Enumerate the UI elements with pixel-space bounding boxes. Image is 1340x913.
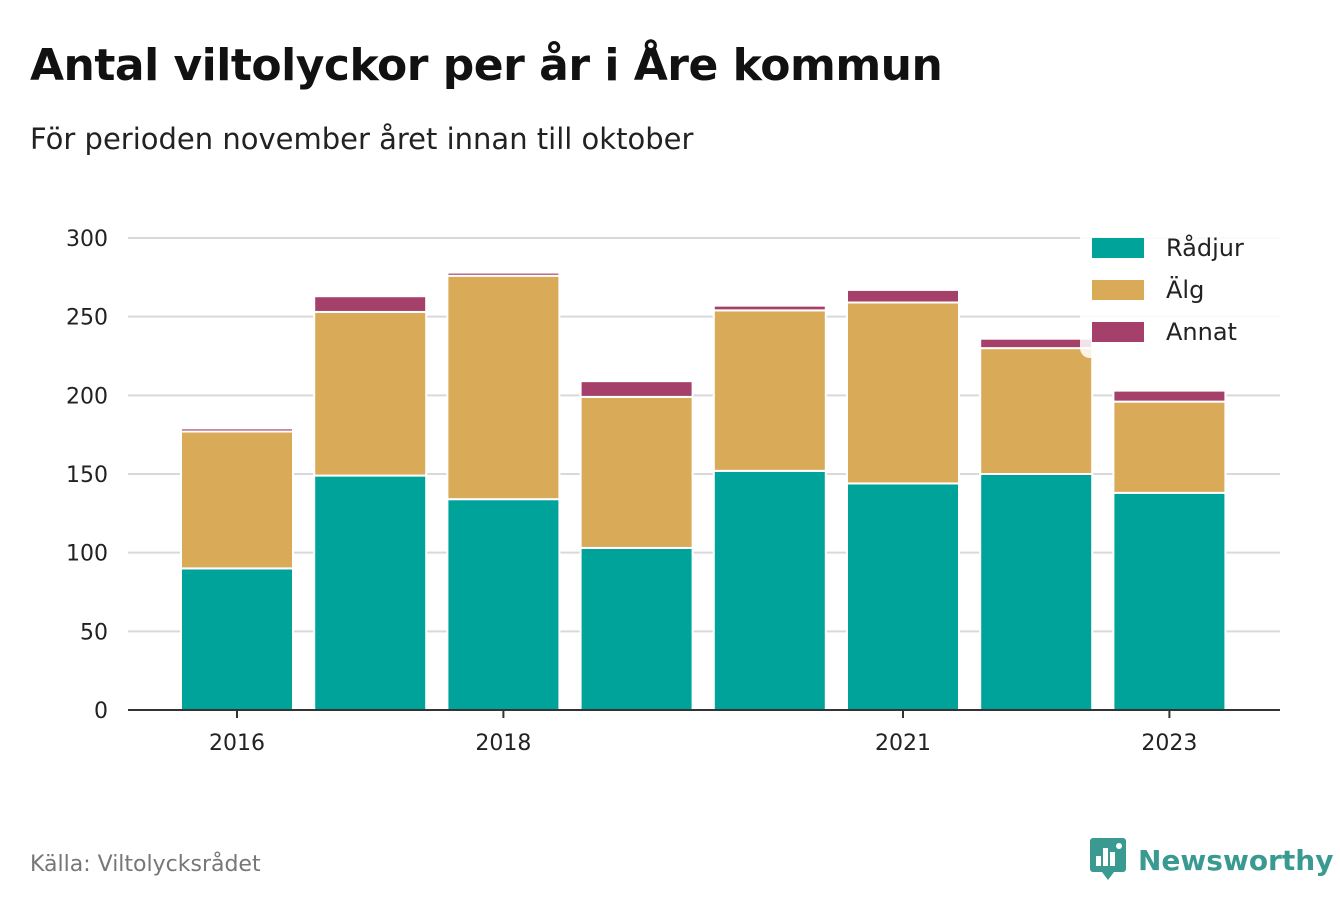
bar-segment [846,301,960,485]
y-tick-label: 250 [66,306,108,331]
bar-segment [313,310,428,477]
newsworthy-logo-icon [1090,838,1126,880]
x-tick-label: 2021 [875,731,931,756]
chart-title: Antal viltolyckor per år i Åre kommun [30,40,943,91]
bar-segment [579,546,694,711]
legend-label: Annat [1166,318,1237,346]
bar-segment [446,271,561,277]
brand-name: Newsworthy [1138,843,1334,877]
chart-subtitle: För perioden november året innan till ok… [30,122,694,156]
bar-segment [180,430,294,570]
bar-segment [180,427,294,433]
legend-swatch [1092,322,1144,342]
x-tick-label: 2016 [209,731,265,756]
y-tick-label: 100 [66,542,108,567]
legend-swatch [1092,280,1144,300]
legend-label: Älg [1166,275,1204,304]
legend: Rådjur Älg Annat [1080,228,1280,358]
y-tick-label: 50 [80,620,108,645]
bar-segment [446,498,561,711]
bar-segment [1112,389,1227,403]
bar-segment [1112,400,1227,494]
bar-segment [979,347,1094,475]
y-tick-label: 200 [66,384,108,409]
y-tick-label: 300 [66,227,108,252]
bar-segment [846,288,960,304]
legend-swatch [1092,238,1144,258]
x-axis: 2016 2018 2021 2023 [128,709,1280,756]
bar-segment [846,482,960,711]
bar-segment [979,337,1094,350]
bar-segment [180,567,294,712]
bar-segment [579,380,694,398]
legend-label: Rådjur [1166,233,1244,262]
x-tick-label: 2023 [1141,731,1197,756]
bar-segment [313,474,428,711]
y-tick-label: 150 [66,463,108,488]
bar-segment [313,295,428,313]
x-tick-label: 2018 [475,731,531,756]
y-tick-label: 0 [94,699,108,724]
bar-segment [979,473,1094,711]
bar-segment [712,304,827,312]
brand-logo: Newsworthy [1090,838,1333,882]
bar-segment [579,395,694,549]
bar-segment [446,274,561,501]
source-note: Källa: Viltolycksrådet [30,852,261,877]
bar-segment [712,309,827,472]
bar-segment [1112,491,1227,711]
bar-segment [712,469,827,711]
bars-group [180,271,1227,712]
